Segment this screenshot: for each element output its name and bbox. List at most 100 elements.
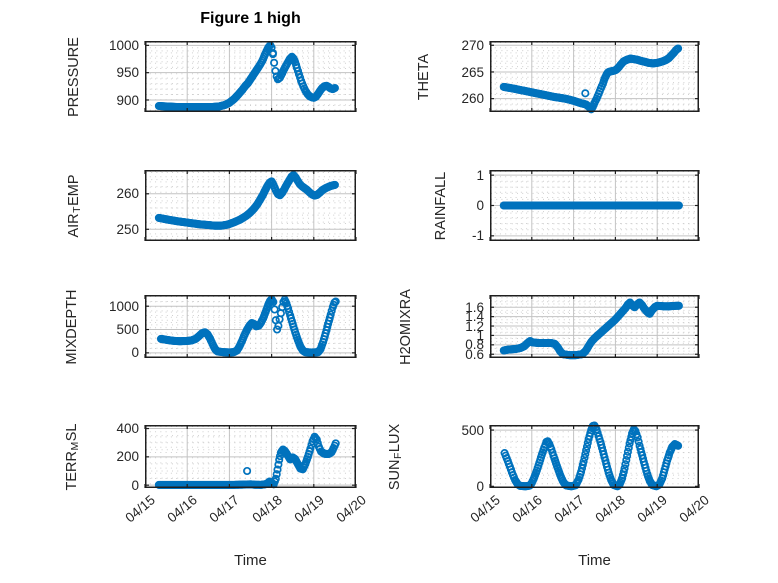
x-tick-label: 04/18	[249, 492, 285, 526]
x-tick-label: 04/16	[164, 492, 201, 526]
y-axis-label-rainfall: RAINFALL	[432, 136, 450, 276]
y-axis-label-mixdepth: MIXDEPTH	[63, 257, 81, 397]
data-points-air_temp	[154, 170, 339, 230]
plot-rainfall	[489, 170, 700, 241]
y-tick-label-terr_msl: 200	[116, 449, 139, 465]
x-tick-label: 04/20	[333, 492, 369, 526]
y-tick-label-terr_msl: 400	[116, 421, 139, 436]
plot-theta	[489, 41, 700, 114]
plot-area-rainfall	[489, 170, 700, 241]
y-axis-label-sun_flux: SUN F LUX	[386, 387, 405, 527]
ylabel-text: SUN	[386, 459, 403, 491]
y-tick-label-mixdepth: 1000	[108, 298, 139, 314]
ylabel-text: AIR	[65, 213, 82, 238]
plot-area-sun_flux	[489, 421, 700, 491]
x-tick-label: 04/19	[634, 492, 671, 526]
data-points-rainfall	[499, 201, 683, 210]
y-tick-label-pressure: 1000	[108, 37, 139, 53]
tick-marks	[144, 41, 357, 112]
data-points-pressure	[154, 41, 339, 112]
y-tick-label-rainfall: -1	[471, 228, 484, 244]
x-tick-label: 04/15	[467, 492, 503, 526]
ylabel-text: RAINFALL	[432, 171, 449, 241]
axes-frame	[145, 295, 356, 358]
plot-area-theta	[489, 41, 700, 114]
tick-marks	[144, 295, 357, 358]
figure-title: Figure 1 high	[200, 10, 301, 27]
y-tick-label-pressure: 900	[116, 92, 139, 108]
y-tick-label-mixdepth: 500	[116, 322, 139, 337]
y-tick-label-h2omixra: 1.4	[465, 309, 484, 325]
plot-area-terr_msl	[144, 425, 357, 489]
y-axis-label-h2omixra: H2OMIXRA	[397, 257, 415, 397]
x-axis-label-right: Time	[578, 552, 611, 569]
plot-sun_flux	[489, 421, 700, 491]
y-axis-label-theta: THETA	[415, 7, 433, 147]
ylabel-subscript: T	[71, 206, 84, 213]
y-tick-label-h2omixra: 1.6	[465, 299, 484, 315]
plot-mixdepth	[144, 295, 357, 358]
y-axis-label-terr_msl: TERR M SL	[63, 387, 82, 527]
x-tick-label: 04/19	[291, 492, 327, 526]
major-grid	[146, 171, 355, 240]
x-tick-label: 04/17	[206, 492, 243, 526]
y-tick-label-theta: 270	[461, 37, 484, 53]
ylabel-text: H2OMIXRA	[397, 289, 414, 365]
tick-marks	[489, 170, 700, 241]
ylabel-text: EMP	[65, 174, 82, 206]
plot-air_temp	[144, 170, 357, 241]
plot-h2omixra	[489, 295, 700, 360]
x-tick-label: 04/15	[122, 492, 158, 526]
ylabel-subscript: M	[69, 441, 82, 451]
major-grid	[491, 42, 698, 111]
ylabel-text: MIXDEPTH	[63, 289, 80, 365]
minor-grid	[491, 171, 698, 240]
x-tick-label: 04/20	[676, 492, 712, 526]
y-tick-label-sun_flux: 500	[461, 422, 484, 438]
tick-marks	[144, 170, 357, 241]
plot-area-pressure	[144, 41, 357, 112]
axes-frame	[490, 41, 699, 112]
tick-marks	[489, 295, 700, 358]
y-tick-label-rainfall: 0	[476, 198, 484, 213]
y-tick-label-h2omixra: 1.2	[465, 318, 484, 334]
plot-pressure	[144, 41, 357, 112]
y-tick-label-theta: 260	[461, 91, 484, 107]
tick-marks	[489, 425, 700, 488]
axes-frame	[490, 425, 699, 488]
y-tick-label-h2omixra: 0.6	[465, 346, 484, 362]
ylabel-text: SL	[63, 423, 80, 442]
data-points-mixdepth	[156, 295, 340, 357]
ylabel-text: PRESSURE	[65, 37, 82, 117]
y-tick-label-mixdepth: 0	[131, 345, 139, 361]
y-tick-label-rainfall: 1	[476, 167, 484, 183]
axes-frame	[145, 41, 356, 112]
x-tick-label: 04/16	[509, 492, 545, 526]
plot-terr_msl	[144, 425, 357, 489]
y-tick-label-h2omixra: 0.8	[465, 337, 484, 353]
y-tick-label-terr_msl: 0	[131, 477, 139, 493]
data-points-sun_flux	[500, 421, 683, 491]
plot-area-mixdepth	[144, 295, 357, 358]
data-points-theta	[499, 44, 683, 114]
x-tick-label: 04/17	[551, 492, 587, 526]
axes-frame	[145, 170, 356, 241]
y-tick-label-air_temp: 250	[116, 221, 139, 237]
ylabel-text: TERR	[63, 451, 80, 491]
y-tick-label-air_temp: 260	[116, 186, 139, 202]
ylabel-text: THETA	[415, 53, 432, 101]
ylabel-text: LUX	[386, 423, 403, 453]
y-tick-label-sun_flux: 0	[476, 478, 484, 494]
plot-area-h2omixra	[489, 295, 700, 360]
y-axis-label-air_temp: AIR T EMP	[65, 136, 84, 276]
y-axis-label-pressure: PRESSURE	[65, 7, 83, 147]
x-axis-label-left: Time	[234, 552, 267, 569]
ylabel-subscript: F	[392, 452, 405, 460]
x-tick-label: 04/18	[592, 492, 629, 526]
y-tick-label-pressure: 950	[116, 65, 139, 81]
tick-marks	[489, 41, 700, 112]
y-tick-label-h2omixra: 1	[476, 327, 484, 343]
y-tick-label-theta: 265	[461, 64, 484, 80]
plot-area-air_temp	[144, 170, 357, 241]
